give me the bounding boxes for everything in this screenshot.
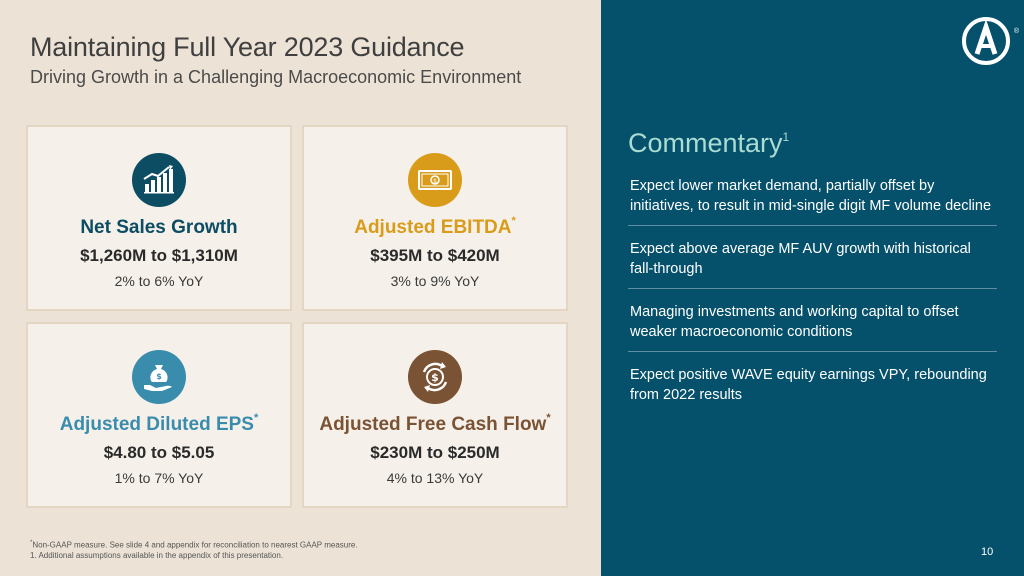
commentary-item: Expect above average MF AUV growth with … [628,235,997,289]
card-title: Adjusted Free Cash Flow* [319,412,551,435]
page-title: Maintaining Full Year 2023 Guidance [30,32,465,62]
left-panel: Maintaining Full Year 2023 Guidance Driv… [26,32,568,560]
commentary-title: Commentary1 [628,128,790,158]
page-number: 10 [981,546,994,558]
card-adjusted-free-cash-flow: $ Adjusted Free Cash Flow* $230M to $250… [302,322,568,508]
card-value: $230M to $250M [370,443,500,462]
card-net-sales-growth: Net Sales Growth $1,260M to $1,310M 2% t… [26,125,292,311]
card-adjusted-ebitda: $ Adjusted EBITDA* $395M to $420M 3% to … [302,125,568,311]
svg-text:$: $ [431,371,439,384]
svg-text:$: $ [433,178,437,185]
registered-mark: ® [1013,28,1019,35]
card-title: Adjusted EBITDA* [354,215,516,238]
commentary-item: Expect lower market demand, partially of… [628,172,997,226]
card-yoy: 1% to 7% YoY [114,470,204,486]
card-title: Net Sales Growth [80,217,238,238]
card-value: $1,260M to $1,310M [80,246,238,265]
banknote-icon: $ [408,153,462,207]
money-bag-hand-icon: $ [132,350,186,404]
page-subtitle: Driving Growth in a Challenging Macroeco… [30,67,522,87]
chart-growth-icon [132,153,186,207]
commentary-item: Managing investments and working capital… [628,298,997,352]
dollar-cycle-icon: $ [408,350,462,404]
company-logo: A ® [959,14,1019,68]
card-yoy: 3% to 9% YoY [390,273,480,289]
card-value: $395M to $420M [370,246,500,265]
commentary-item: Expect positive WAVE equity earnings VPY… [630,367,987,403]
footnote-non-gaap: *Non-GAAP measure. See slide 4 and appen… [30,540,358,550]
card-value: $4.80 to $5.05 [103,443,215,462]
svg-text:$: $ [156,372,162,381]
footnote-assumptions: 1. Additional assumptions available in t… [30,551,284,560]
card-title: Adjusted Diluted EPS* [59,412,259,435]
card-adjusted-diluted-eps: $ Adjusted Diluted EPS* $4.80 to $5.05 1… [26,322,292,508]
card-yoy: 4% to 13% YoY [386,470,484,486]
card-yoy: 2% to 6% YoY [114,273,204,289]
commentary-list: Expect lower market demand, partially of… [628,172,997,423]
